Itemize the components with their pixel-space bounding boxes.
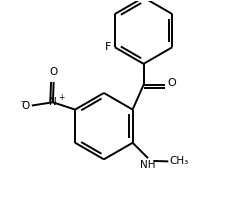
- Text: O: O: [166, 78, 175, 88]
- Text: N: N: [49, 97, 57, 107]
- Text: F: F: [105, 42, 111, 52]
- Text: O: O: [49, 67, 58, 77]
- Text: CH₃: CH₃: [169, 156, 188, 166]
- Text: O: O: [22, 101, 30, 110]
- Text: NH: NH: [140, 160, 155, 170]
- Text: –: –: [21, 97, 25, 106]
- Text: +: +: [58, 93, 64, 102]
